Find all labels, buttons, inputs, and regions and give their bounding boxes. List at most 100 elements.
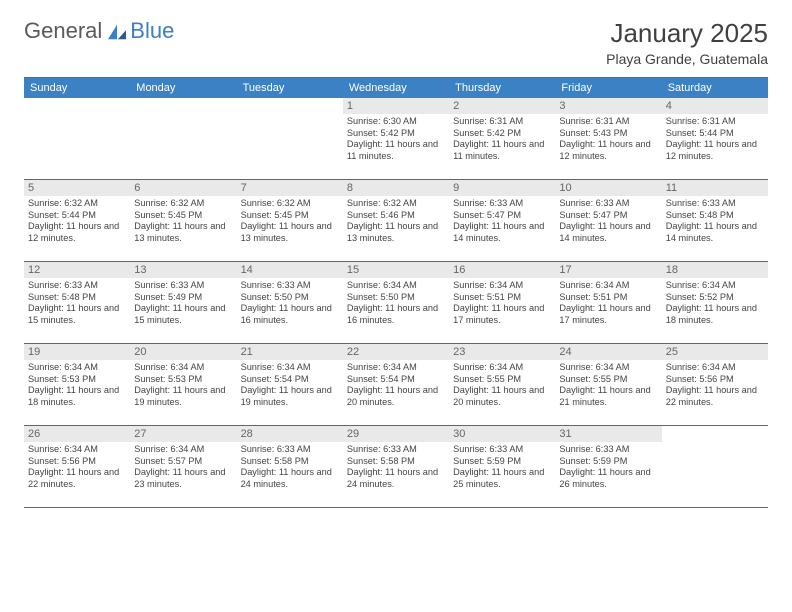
day-header: Saturday bbox=[662, 78, 768, 98]
calendar-cell: 27Sunrise: 6:34 AMSunset: 5:57 PMDayligh… bbox=[130, 426, 236, 508]
calendar-cell: 6Sunrise: 6:32 AMSunset: 5:45 PMDaylight… bbox=[130, 180, 236, 262]
day-header: Monday bbox=[130, 78, 236, 98]
calendar-cell: 26 Sunrise: 6:34 AMSunset: 5:56 PMDayligh… bbox=[24, 426, 130, 508]
calendar-cell: 22 Sunrise: 6:34 AMSunset: 5:54 PMDayligh… bbox=[343, 344, 449, 426]
calendar-cell: 11 Sunrise: 6:33 AMSunset: 5:48 PMDayligh… bbox=[662, 180, 768, 262]
calendar-cell: 31Sunrise: 6:33 AMSunset: 5:59 PMDayligh… bbox=[555, 426, 661, 508]
calendar-cell bbox=[24, 98, 130, 180]
calendar-cell: 24 Sunrise: 6:34 AMSunset: 5:55 PMDayligh… bbox=[555, 344, 661, 426]
calendar-cell bbox=[662, 426, 768, 508]
day-info: Sunrise: 6:33 AMSunset: 5:58 PMDaylight:… bbox=[241, 444, 339, 490]
day-number: 12 bbox=[24, 262, 130, 278]
day-number: 17 bbox=[555, 262, 661, 278]
calendar-cell: 3 Sunrise: 6:31 AMSunset: 5:43 PMDaylight… bbox=[555, 98, 661, 180]
day-info: Sunrise: 6:34 AMSunset: 5:54 PMDaylight:… bbox=[241, 362, 339, 408]
calendar-cell: 5Sunrise: 6:32 AMSunset: 5:44 PMDaylight… bbox=[24, 180, 130, 262]
day-number bbox=[130, 98, 236, 114]
day-info: Sunrise: 6:33 AMSunset: 5:48 PMDaylight:… bbox=[666, 198, 764, 244]
calendar-cell: 17 Sunrise: 6:34 AMSunset: 5:51 PMDayligh… bbox=[555, 262, 661, 344]
day-number bbox=[237, 98, 343, 114]
day-info: Sunrise: 6:30 AMSunset: 5:42 PMDaylight:… bbox=[347, 116, 445, 162]
logo-sail-icon bbox=[106, 23, 128, 41]
logo-text-blue: Blue bbox=[130, 18, 174, 44]
day-info: Sunrise: 6:31 AMSunset: 5:43 PMDaylight:… bbox=[559, 116, 657, 162]
calendar-cell: 25 Sunrise: 6:34 AMSunset: 5:56 PMDayligh… bbox=[662, 344, 768, 426]
day-info: Sunrise: 6:32 AMSunset: 5:46 PMDaylight:… bbox=[347, 198, 445, 244]
day-number: 26 bbox=[24, 426, 130, 442]
calendar-cell: 10 Sunrise: 6:33 AMSunset: 5:47 PMDayligh… bbox=[555, 180, 661, 262]
calendar-cell: 19Sunrise: 6:34 AMSunset: 5:53 PMDayligh… bbox=[24, 344, 130, 426]
calendar-cell: 30 Sunrise: 6:33 AMSunset: 5:59 PMDayligh… bbox=[449, 426, 555, 508]
day-info: Sunrise: 6:33 AMSunset: 5:59 PMDaylight:… bbox=[559, 444, 657, 490]
day-number: 9 bbox=[449, 180, 555, 196]
day-number: 8 bbox=[343, 180, 449, 196]
calendar-cell: 13 Sunrise: 6:33 AMSunset: 5:49 PMDayligh… bbox=[130, 262, 236, 344]
day-info: Sunrise: 6:31 AMSunset: 5:42 PMDaylight:… bbox=[453, 116, 551, 162]
day-info: Sunrise: 6:34 AMSunset: 5:55 PMDaylight:… bbox=[559, 362, 657, 408]
day-info: Sunrise: 6:32 AMSunset: 5:45 PMDaylight:… bbox=[241, 198, 339, 244]
calendar-cell bbox=[130, 98, 236, 180]
day-number: 3 bbox=[555, 98, 661, 114]
day-info: Sunrise: 6:33 AMSunset: 5:49 PMDaylight:… bbox=[134, 280, 232, 326]
day-info: Sunrise: 6:33 AMSunset: 5:58 PMDaylight:… bbox=[347, 444, 445, 490]
day-header: Friday bbox=[555, 78, 661, 98]
day-number: 28 bbox=[237, 426, 343, 442]
day-header: Sunday bbox=[24, 78, 130, 98]
day-number: 19 bbox=[24, 344, 130, 360]
day-header: Thursday bbox=[449, 78, 555, 98]
day-number: 11 bbox=[662, 180, 768, 196]
calendar-cell: 16 Sunrise: 6:34 AMSunset: 5:51 PMDayligh… bbox=[449, 262, 555, 344]
day-number: 5 bbox=[24, 180, 130, 196]
calendar-cell: 14Sunrise: 6:33 AMSunset: 5:50 PMDayligh… bbox=[237, 262, 343, 344]
calendar-cell: 4 Sunrise: 6:31 AMSunset: 5:44 PMDaylight… bbox=[662, 98, 768, 180]
day-info: Sunrise: 6:34 AMSunset: 5:54 PMDaylight:… bbox=[347, 362, 445, 408]
day-info: Sunrise: 6:33 AMSunset: 5:47 PMDaylight:… bbox=[453, 198, 551, 244]
page-title: January 2025 bbox=[606, 18, 768, 49]
calendar-cell: 23Sunrise: 6:34 AMSunset: 5:55 PMDayligh… bbox=[449, 344, 555, 426]
day-number: 21 bbox=[237, 344, 343, 360]
day-number: 25 bbox=[662, 344, 768, 360]
day-header: Wednesday bbox=[343, 78, 449, 98]
day-number: 6 bbox=[130, 180, 236, 196]
day-number: 18 bbox=[662, 262, 768, 278]
day-info: Sunrise: 6:34 AMSunset: 5:56 PMDaylight:… bbox=[28, 444, 126, 490]
day-number: 13 bbox=[130, 262, 236, 278]
day-number bbox=[24, 98, 130, 114]
calendar-cell: 2 Sunrise: 6:31 AMSunset: 5:42 PMDaylight… bbox=[449, 98, 555, 180]
calendar-cell: 12 Sunrise: 6:33 AMSunset: 5:48 PMDayligh… bbox=[24, 262, 130, 344]
calendar-cell bbox=[237, 98, 343, 180]
calendar-grid: SundayMondayTuesdayWednesdayThursdayFrid… bbox=[24, 77, 768, 508]
calendar-cell: 28 Sunrise: 6:33 AMSunset: 5:58 PMDayligh… bbox=[237, 426, 343, 508]
calendar-cell: 9 Sunrise: 6:33 AMSunset: 5:47 PMDaylight… bbox=[449, 180, 555, 262]
day-number: 30 bbox=[449, 426, 555, 442]
day-number: 23 bbox=[449, 344, 555, 360]
logo-text-general: General bbox=[24, 18, 102, 44]
day-number bbox=[662, 426, 768, 442]
day-info: Sunrise: 6:33 AMSunset: 5:59 PMDaylight:… bbox=[453, 444, 551, 490]
day-number: 10 bbox=[555, 180, 661, 196]
calendar-cell: 18Sunrise: 6:34 AMSunset: 5:52 PMDayligh… bbox=[662, 262, 768, 344]
day-number: 1 bbox=[343, 98, 449, 114]
day-number: 16 bbox=[449, 262, 555, 278]
calendar-cell: 20Sunrise: 6:34 AMSunset: 5:53 PMDayligh… bbox=[130, 344, 236, 426]
calendar-cell: 15Sunrise: 6:34 AMSunset: 5:50 PMDayligh… bbox=[343, 262, 449, 344]
header: General Blue January 2025 Playa Grande, … bbox=[24, 18, 768, 67]
day-number: 4 bbox=[662, 98, 768, 114]
day-info: Sunrise: 6:31 AMSunset: 5:44 PMDaylight:… bbox=[666, 116, 764, 162]
day-number: 2 bbox=[449, 98, 555, 114]
calendar-cell: 29Sunrise: 6:33 AMSunset: 5:58 PMDayligh… bbox=[343, 426, 449, 508]
day-info: Sunrise: 6:34 AMSunset: 5:57 PMDaylight:… bbox=[134, 444, 232, 490]
calendar-cell: 1 Sunrise: 6:30 AMSunset: 5:42 PMDaylight… bbox=[343, 98, 449, 180]
day-info: Sunrise: 6:34 AMSunset: 5:51 PMDaylight:… bbox=[559, 280, 657, 326]
calendar-cell: 7Sunrise: 6:32 AMSunset: 5:45 PMDaylight… bbox=[237, 180, 343, 262]
day-info: Sunrise: 6:33 AMSunset: 5:48 PMDaylight:… bbox=[28, 280, 126, 326]
day-number: 24 bbox=[555, 344, 661, 360]
day-info: Sunrise: 6:34 AMSunset: 5:56 PMDaylight:… bbox=[666, 362, 764, 408]
day-info: Sunrise: 6:34 AMSunset: 5:51 PMDaylight:… bbox=[453, 280, 551, 326]
logo: General Blue bbox=[24, 18, 174, 44]
title-block: January 2025 Playa Grande, Guatemala bbox=[606, 18, 768, 67]
day-number: 22 bbox=[343, 344, 449, 360]
location-label: Playa Grande, Guatemala bbox=[606, 51, 768, 67]
day-info: Sunrise: 6:33 AMSunset: 5:47 PMDaylight:… bbox=[559, 198, 657, 244]
day-number: 20 bbox=[130, 344, 236, 360]
